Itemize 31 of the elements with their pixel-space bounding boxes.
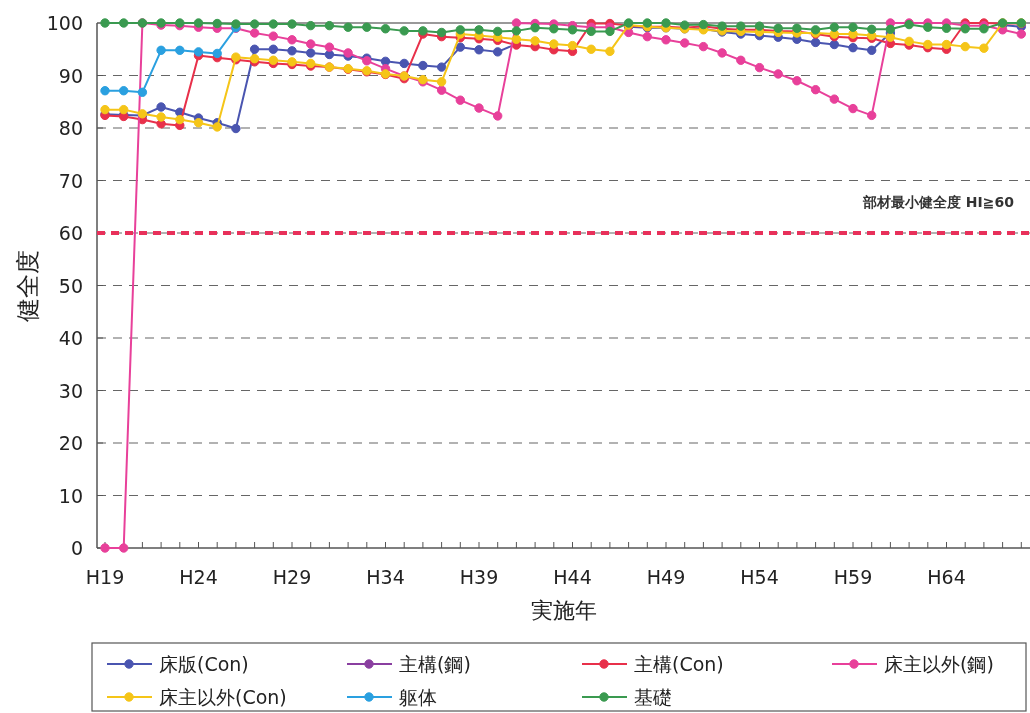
y-tick-label: 40 [58,327,83,349]
x-tick-label: H54 [740,566,779,588]
legend-label: 床版(Con) [159,653,249,675]
legend-label: 床主以外(Con) [159,686,287,708]
y-tick-label: 70 [58,169,83,192]
x-tick-label: H34 [366,566,405,588]
y-tick-label: 30 [58,379,83,402]
x-tick-label: H64 [927,566,966,588]
y-tick-label: 80 [58,117,83,139]
x-tick-label: H29 [272,566,312,588]
legend-label: 基礎 [634,686,672,708]
x-tick-label: H49 [646,566,686,588]
x-tick-label: H44 [553,566,592,588]
y-tick-label: 60 [58,222,83,244]
y-tick-label: 100 [46,12,83,34]
y-axis-title: 健全度 [14,249,42,322]
legend-label: 床主以外(鋼) [884,653,994,675]
x-tick-label: H24 [179,566,218,588]
x-tick-label: H19 [85,566,125,588]
legend-label: 主構(Con) [634,653,724,675]
y-tick-label: 10 [58,484,83,507]
y-tick-label: 20 [58,432,83,454]
y-tick-label: 50 [58,274,83,297]
x-tick-label: H39 [459,566,499,588]
legend-label: 主構(鋼) [399,653,471,675]
y-tick-label: 0 [70,537,83,559]
x-tick-label: H59 [833,566,873,588]
legend-label: 躯体 [399,686,437,708]
y-tick-label: 90 [58,64,83,87]
ref-line-label: 部材最小健全度 HI≧60 [861,194,1015,210]
x-axis-title: 実施年 [530,598,597,623]
